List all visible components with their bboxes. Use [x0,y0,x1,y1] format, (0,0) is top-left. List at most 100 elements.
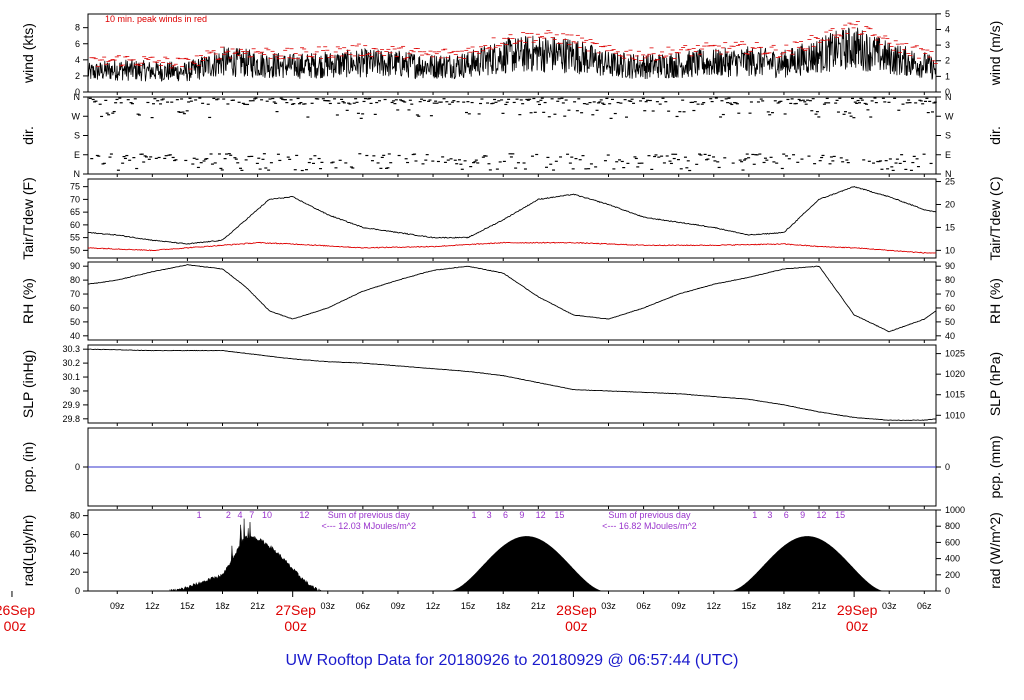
pcp-panel: pcp. (in) pcp. (mm) 0 0 [20,427,1003,509]
wind-frame [87,13,937,93]
temp-panel: Tair/Tdew (F) Tair/Tdew (C) 50 55 60 65 70 75 10… [20,176,1003,261]
rad-hour-marker: 6 [784,510,789,520]
rad-ytick-label-left: 0 [75,586,80,596]
temp-ytick-label-left: 70 [70,194,80,204]
rad-hour-marker: 10 [262,510,272,520]
x-date-label: 27Sep [275,602,316,618]
rad-hour-marker: 1 [752,510,757,520]
wind-ytick-label-right: 0 [945,87,950,97]
dir-ytick-label-left: E [74,150,80,160]
rh-ytick-label-left: 50 [70,317,80,327]
x-date-label: 29Sep [837,602,878,618]
x-hour-tick-label: 09z [110,601,125,611]
rad-day-area-3 [731,536,884,592]
x-hour-tick-label: 03z [882,601,897,611]
rad-sum-annotation-line1: Sum of previous day [328,510,411,520]
x-hour-tick-label: 12z [145,601,160,611]
rad-hour-marker: 1 [197,510,202,520]
rh-ytick-label-right: 60 [945,303,955,313]
pcp-ytick-label-right: 0 [945,462,950,472]
rad-hour-marker: 7 [249,510,254,520]
x-hour-tick-label: 15z [742,601,757,611]
rh-ytick-label-right: 40 [945,331,955,341]
x-hour-tick-label: 12z [426,601,441,611]
rad-day-area-1 [169,518,323,592]
x-date-label: 26Sep [0,602,35,618]
rad-hour-marker: 3 [767,510,772,520]
temp-frame [87,178,937,259]
rad-ytick-label-right: 1000 [945,505,965,515]
dir-ytick-label-left: N [74,169,81,179]
rad-hour-marker: 3 [487,510,492,520]
x-axis: 09z 12z 15z 18z 21z 03z 06z 09z 12z 15z 18z 21z 03z 0… [0,591,932,634]
rad-hour-marker: 15 [835,510,845,520]
rh-ytick-label-right: 90 [945,261,955,271]
rad-hour-marker: 12 [299,510,309,520]
wind-ytick-label-left: 6 [75,39,80,49]
pcp-ylabel-left: pcp. (in) [20,442,36,493]
temp-ytick-label-left: 50 [70,245,80,255]
slp-ytick-label-left: 30 [70,386,80,396]
rh-ytick-label-left: 90 [70,261,80,271]
wind-ytick-label-right: 1 [945,71,950,81]
rh-ylabel-left: RH (%) [20,278,36,324]
rad-hour-marker: 12 [816,510,826,520]
rad-ytick-label-left: 80 [70,511,80,521]
wind-ytick-label-right: 5 [945,9,950,19]
dir-ytick-label-left: W [72,111,81,121]
slp-ytick-label-right: 1015 [945,390,965,400]
x-hour-tick-label: 09z [671,601,686,611]
x-date-label: 28Sep [556,602,597,618]
wind-ytick-label-left: 4 [75,55,80,65]
slp-ytick-label-right: 1025 [945,349,965,359]
dir-ylabel-right: dir. [987,126,1003,145]
wind-ylabel-right: wind (m/s) [987,21,1003,87]
rad-ytick-label-right: 0 [945,586,950,596]
slp-ytick-label-left: 30.2 [62,358,80,368]
x-hour-tick-label: 06z [917,601,932,611]
temp-series-line-tair [87,185,936,245]
temp-ytick-label-right: 25 [945,177,955,187]
x-hour-tick-label: 06z [356,601,371,611]
wind-annotation: 10 min. peak winds in red [105,14,207,24]
wind-panel: wind (kts) wind (m/s) 0 2 4 6 8 0 1 2 3 4 5 10 min. p… [20,9,1003,97]
rh-ytick-label-left: 40 [70,331,80,341]
slp-series-line-0 [87,348,936,421]
pcp-ytick-label-left: 0 [75,462,80,472]
rad-ytick-label-right: 600 [945,537,960,547]
rh-ylabel-right: RH (%) [987,278,1003,324]
dir-ytick-label-left: N [74,92,81,102]
slp-frame [87,344,937,424]
rh-series-line-0 [87,264,937,333]
rad-hour-marker: 6 [503,510,508,520]
x-date-hour-label: 00z [4,618,27,634]
temp-ylabel-left: Tair/Tdew (F) [20,177,36,259]
wind-ytick-label-left: 2 [75,71,80,81]
x-hour-tick-label: 18z [777,601,792,611]
slp-panel: SLP (inHg) SLP (hPa) 29.8 29.9 30 30.1 30.2 30.… [20,344,1003,426]
dir-ytick-label-right: N [945,92,952,102]
rad-day-area-2 [450,536,603,592]
slp-ytick-label-left: 30.1 [62,372,80,382]
rh-ytick-label-right: 70 [945,289,955,299]
rad-hour-marker: 1 [471,510,476,520]
figure-title: UW Rooftop Data for 20180926 to 20180929… [286,652,739,669]
x-hour-tick-label: 15z [180,601,195,611]
x-hour-tick-label: 18z [215,601,230,611]
x-hour-tick-label: 03z [321,601,336,611]
x-date-hour-label: 00z [284,618,307,634]
rad-ytick-label-left: 20 [70,567,80,577]
rh-ytick-label-left: 60 [70,303,80,313]
wind-ytick-label-right: 4 [945,24,950,34]
temp-ytick-label-left: 55 [70,233,80,243]
dir-ytick-label-right: S [945,131,951,141]
temp-ytick-label-right: 10 [945,245,955,255]
slp-ylabel-left: SLP (inHg) [20,350,36,418]
dir-ytick-label-right: E [945,150,951,160]
rh-panel: RH (%) RH (%) 40 50 60 70 80 90 40 50 60 70 80 90 [20,261,1003,343]
slp-ytick-label-left: 29.9 [62,400,80,410]
x-hour-tick-label: 12z [707,601,722,611]
